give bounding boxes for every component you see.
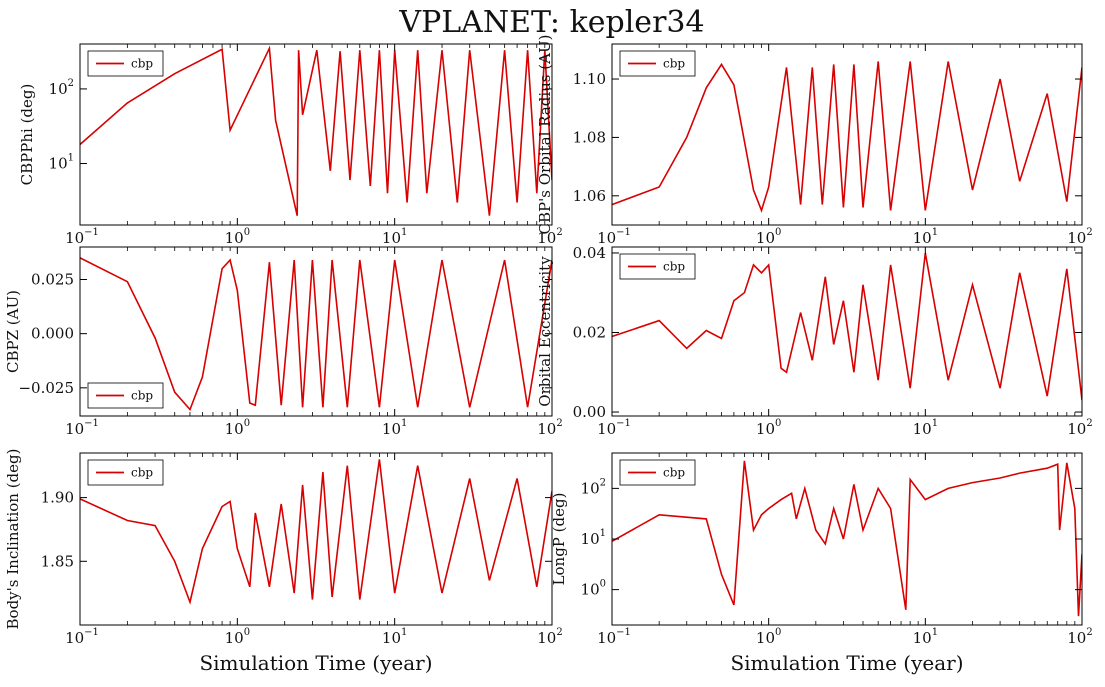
- legend-label: cbp: [663, 466, 685, 480]
- x-tick-label: 10−1: [65, 627, 99, 647]
- x-tick-label: 100: [225, 227, 250, 247]
- subplot-1: 10−1 100 101 102 101 102 CBPPhi (deg) cbp: [18, 43, 563, 247]
- series-line-cbp: [612, 460, 1082, 617]
- series-line-cbp: [612, 252, 1082, 401]
- x-tick-label: 10−1: [597, 627, 631, 647]
- y-tick-label: 0.000: [31, 325, 74, 343]
- subplot-4: 10−1 100 101 102 0.00 0.02 0.04 Orbital Eccentr…: [536, 244, 1093, 438]
- y-tick-label: 1.10: [573, 70, 606, 88]
- x-tick-label: 102: [537, 627, 562, 647]
- x-tick-label: 100: [225, 627, 250, 647]
- y-tick-label: 1.06: [573, 187, 606, 205]
- x-tick-label: 10−1: [65, 227, 99, 247]
- x-axis-label: Simulation Time (year): [730, 651, 963, 675]
- legend: cbp: [87, 50, 164, 77]
- y-tick-label: 1.90: [41, 489, 74, 507]
- legend: cbp: [619, 50, 696, 77]
- x-tick-label: 101: [913, 418, 938, 438]
- y-tick-label: 102: [581, 477, 606, 497]
- y-tick-label: 0.04: [573, 244, 606, 262]
- series-line-cbp: [80, 257, 552, 412]
- subplot-2: 10−1 100 101 102 1.06 1.08 1.10 CBP's Orbital R…: [536, 35, 1093, 247]
- axes-frame: [611, 43, 1083, 226]
- x-tick-label: 100: [756, 627, 781, 647]
- subplot-5: 10−1 100 101 102 1.85 1.90 Body's Inclination …: [4, 449, 563, 675]
- legend-label: cbp: [131, 389, 153, 403]
- x-tick-label: 101: [913, 227, 938, 247]
- series-line-cbp: [80, 45, 552, 216]
- y-axis-label: CBPPhi (deg): [18, 84, 36, 186]
- x-tick-label: 102: [537, 418, 562, 438]
- legend-label: cbp: [131, 466, 153, 480]
- figure-title: VPLANET: kepler34: [398, 5, 704, 40]
- y-tick-label: 0.025: [31, 271, 74, 289]
- x-tick-label: 102: [1067, 627, 1092, 647]
- axes-frame: [79, 452, 553, 626]
- y-tick-label: 1.08: [573, 128, 606, 146]
- axes-frame: [79, 246, 553, 417]
- y-axis-label: CBP's Orbital Radius (AU): [536, 35, 554, 235]
- x-axis-label: Simulation Time (year): [199, 651, 432, 675]
- x-tick-label: 10−1: [65, 418, 99, 438]
- y-tick-label: 100: [581, 579, 606, 599]
- x-tick-label: 101: [913, 627, 938, 647]
- subplot-6: 10−1 100 101 102 100 101 102 LongP (deg) Simulat…: [550, 452, 1093, 675]
- series-line-cbp: [612, 61, 1082, 213]
- y-axis-label: CBPZ (AU): [4, 290, 22, 373]
- legend: cbp: [87, 459, 164, 486]
- x-tick-label: 101: [382, 227, 407, 247]
- x-tick-label: 102: [1067, 227, 1092, 247]
- y-axis-label: Orbital Eccentricity: [536, 256, 554, 407]
- x-tick-label: 10−1: [597, 227, 631, 247]
- y-tick-label: 0.02: [573, 323, 606, 341]
- x-tick-label: 102: [537, 227, 562, 247]
- legend: cbp: [619, 459, 696, 486]
- x-tick-label: 100: [756, 418, 781, 438]
- y-tick-label: 102: [49, 78, 74, 98]
- subplot-3: 10−1 100 101 102 −0.025 0.000 0.025 CBPZ (AU) cb…: [4, 246, 563, 438]
- y-tick-label: 101: [581, 528, 606, 548]
- legend: cbp: [87, 382, 164, 409]
- y-tick-label: −0.025: [18, 379, 74, 397]
- axes-frame: [611, 246, 1083, 417]
- legend-label: cbp: [663, 260, 685, 274]
- y-tick-label: 1.85: [41, 552, 74, 570]
- series-line-cbp: [80, 459, 552, 605]
- legend-label: cbp: [663, 57, 685, 71]
- legend-label: cbp: [131, 57, 153, 71]
- y-tick-label: 0.00: [573, 403, 606, 421]
- x-tick-label: 100: [756, 227, 781, 247]
- legend: cbp: [619, 253, 696, 280]
- y-axis-label: LongP (deg): [550, 493, 568, 586]
- x-tick-label: 102: [1067, 418, 1092, 438]
- y-tick-label: 101: [49, 153, 74, 173]
- x-tick-label: 100: [225, 418, 250, 438]
- x-tick-label: 101: [382, 418, 407, 438]
- x-tick-label: 101: [382, 627, 407, 647]
- x-tick-label: 10−1: [597, 418, 631, 438]
- y-axis-label: Body's Inclination (deg): [4, 449, 22, 630]
- axes-frame: [79, 43, 553, 226]
